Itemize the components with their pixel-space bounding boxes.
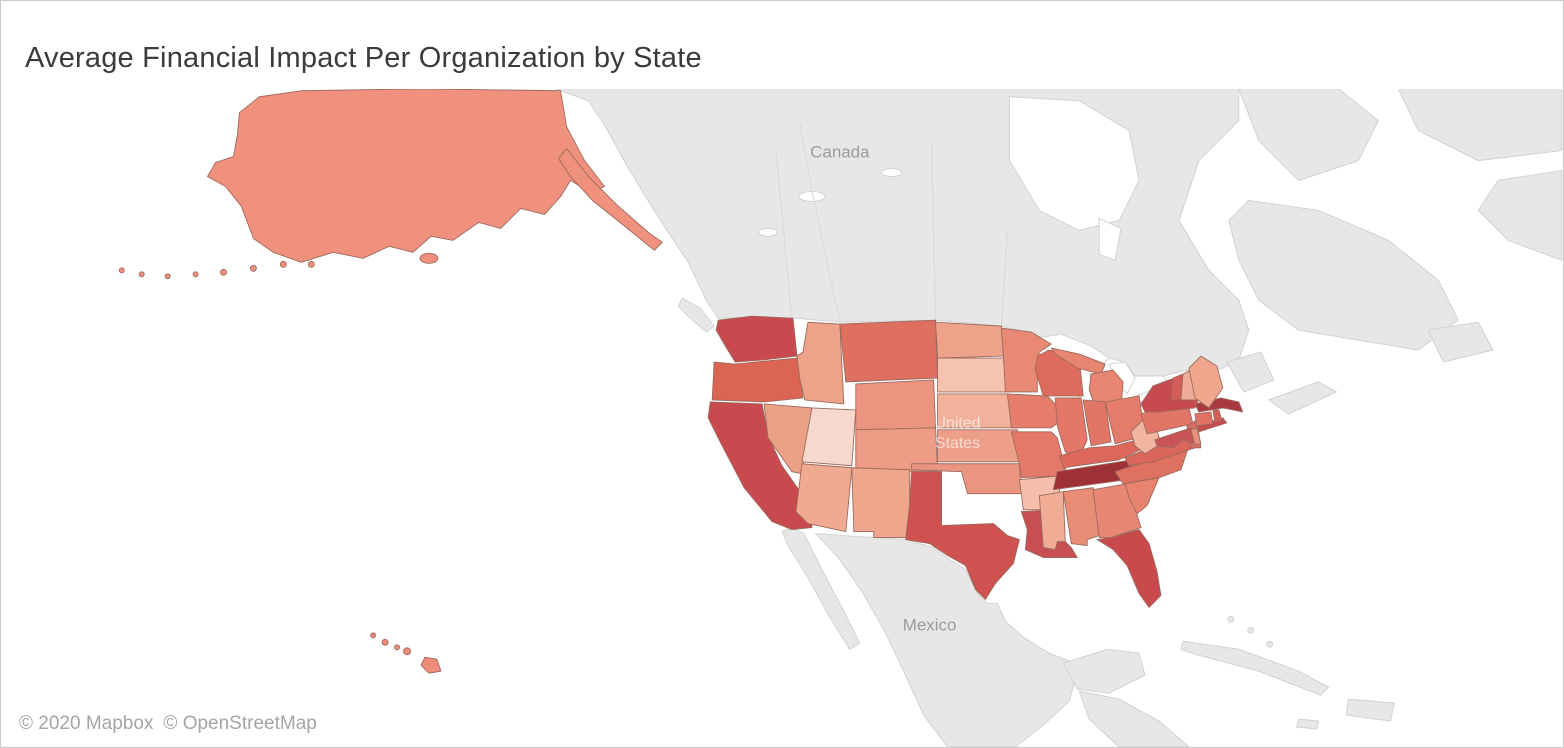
state-maine[interactable] (1188, 355, 1224, 409)
state-hawaii-big-island[interactable] (420, 656, 442, 674)
state-hawaii-oahu[interactable] (381, 638, 389, 646)
state-alaska-panhandle[interactable] (558, 148, 663, 251)
land-vancouver-island (677, 297, 715, 333)
title-bar: Average Financial Impact Per Organizatio… (1, 1, 1563, 89)
state-idaho[interactable] (796, 321, 845, 405)
land-bahamas-1 (1227, 615, 1235, 623)
land-labrador (1228, 199, 1459, 351)
land-bahamas-2 (1247, 626, 1255, 634)
state-alaska-aleutian-4[interactable] (220, 268, 227, 276)
map-label-mexico: Mexico (903, 615, 957, 634)
land-arctic-island-2 (1477, 169, 1563, 262)
state-alaska-aleutian-5[interactable] (192, 271, 199, 278)
land-cuba (1180, 640, 1330, 696)
map-label-united-states-line2: States (935, 435, 980, 452)
map-label-united-states-line1: United (934, 415, 980, 432)
land-bahamas-3 (1266, 640, 1274, 648)
page-title: Average Financial Impact Per Organizatio… (25, 42, 702, 74)
province-boundaries (775, 122, 1008, 327)
state-alaska[interactable] (207, 88, 605, 263)
land-yucatan (1062, 648, 1146, 694)
hudson-bay (1008, 96, 1140, 231)
land-newfoundland (1427, 321, 1494, 363)
lake-athabasca (881, 168, 903, 178)
map-labels: Canada United States Mexico (810, 143, 980, 635)
map-label-canada: Canada (810, 143, 870, 162)
state-nevada[interactable] (763, 403, 813, 475)
land-hispaniola (1345, 698, 1395, 722)
state-alaska-aleutian-6[interactable] (164, 273, 171, 280)
great-bear-lake (758, 227, 778, 237)
state-oregon[interactable] (711, 357, 804, 403)
state-alaska-aleutian-8[interactable] (118, 267, 125, 274)
land-baja-california (781, 527, 861, 650)
state-alaska-kodiak[interactable] (419, 252, 439, 264)
state-hawaii-kauai[interactable] (370, 632, 377, 639)
state-alaska-aleutian-3[interactable] (249, 264, 257, 272)
state-south-dakota[interactable] (937, 357, 1008, 393)
basemap-land (555, 88, 1563, 747)
state-alaska-aleutian-1[interactable] (307, 260, 315, 268)
map-attribution: © 2020 Mapbox © OpenStreetMap (19, 713, 317, 735)
state-new-hampshire[interactable] (1180, 369, 1198, 401)
state-hawaii-molokai[interactable] (394, 644, 400, 651)
state-alaska-aleutian-2[interactable] (279, 260, 287, 268)
state-delaware[interactable] (1190, 427, 1202, 446)
state-alaska-aleutian-7[interactable] (138, 271, 145, 278)
land-nova-scotia (1267, 381, 1338, 415)
state-wyoming[interactable] (855, 379, 937, 431)
land-new-brunswick (1226, 351, 1275, 393)
land-central-america (1078, 690, 1190, 747)
state-maryland[interactable] (1154, 427, 1196, 449)
state-mississippi[interactable] (1038, 491, 1066, 550)
state-texas[interactable] (905, 471, 1020, 600)
state-washington[interactable] (715, 315, 798, 363)
state-indiana[interactable] (1082, 399, 1112, 447)
state-shapes (118, 88, 1244, 674)
mapbox-attribution-link[interactable]: © 2020 Mapbox (19, 713, 154, 734)
state-north-dakota[interactable] (935, 321, 1004, 359)
land-mexico (814, 532, 1080, 747)
state-rhode-island[interactable] (1212, 409, 1223, 423)
land-jamaica (1295, 718, 1320, 730)
james-bay (1098, 217, 1122, 261)
state-utah[interactable] (801, 407, 857, 467)
state-hawaii-maui[interactable] (403, 647, 411, 656)
state-new-mexico[interactable] (851, 467, 911, 539)
state-montana[interactable] (839, 319, 939, 383)
state-florida[interactable] (1096, 529, 1162, 608)
state-alabama[interactable] (1062, 487, 1100, 546)
state-arizona[interactable] (795, 463, 853, 533)
state-connecticut[interactable] (1194, 411, 1214, 427)
openstreetmap-attribution-link[interactable]: © OpenStreetMap (163, 713, 317, 734)
